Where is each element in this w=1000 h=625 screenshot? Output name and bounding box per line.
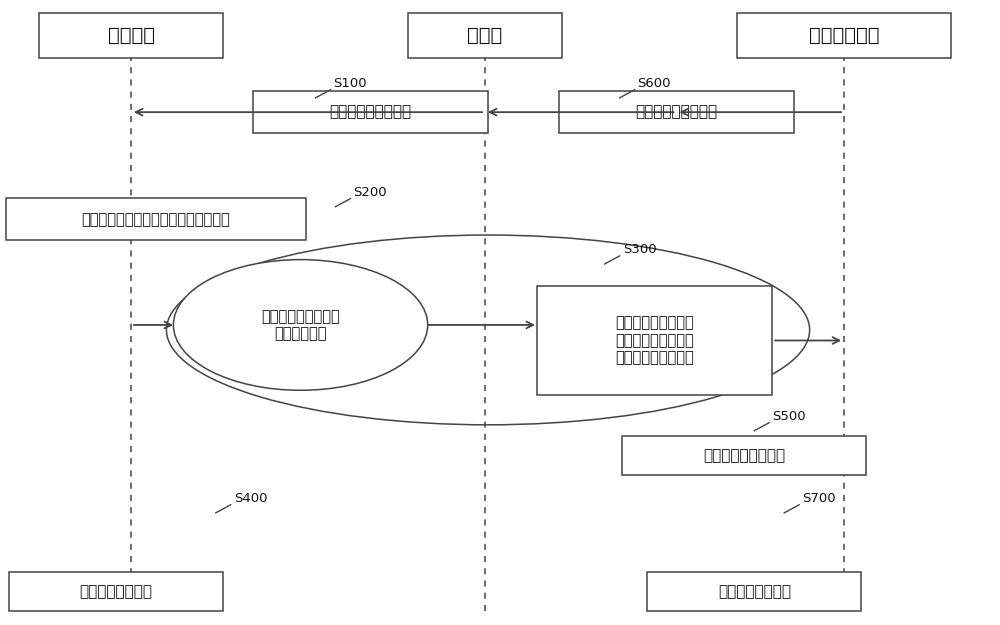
Text: 向服务器发送飞行装
置的位置信息: 向服务器发送飞行装 置的位置信息 [261, 309, 340, 341]
Text: S400: S400 [234, 492, 267, 505]
Text: S500: S500 [772, 409, 806, 422]
Text: 获取第一飞行航线；: 获取第一飞行航线； [329, 104, 411, 119]
Text: S700: S700 [802, 492, 836, 505]
Text: 控制飞行装置在第一飞行航线上飞行；: 控制飞行装置在第一飞行航线上飞行； [82, 212, 230, 227]
Text: 根据所述飞行装置的
位置信息，向无线充
电节点发送充电指令: 根据所述飞行装置的 位置信息，向无线充 电节点发送充电指令 [615, 316, 694, 366]
FancyBboxPatch shape [253, 91, 488, 133]
Text: 无线充电节点: 无线充电节点 [809, 26, 879, 45]
Text: S100: S100 [333, 77, 367, 90]
FancyBboxPatch shape [39, 13, 223, 58]
FancyBboxPatch shape [737, 13, 951, 58]
FancyBboxPatch shape [9, 572, 223, 611]
Text: 发送第一飞行航线；: 发送第一飞行航线； [635, 104, 718, 119]
Text: 调整无线充电角度: 调整无线充电角度 [80, 584, 153, 599]
FancyBboxPatch shape [537, 286, 772, 395]
Text: 飞行装置: 飞行装置 [108, 26, 155, 45]
Ellipse shape [173, 259, 428, 390]
FancyBboxPatch shape [622, 436, 866, 475]
Ellipse shape [166, 235, 810, 425]
FancyBboxPatch shape [647, 572, 861, 611]
FancyBboxPatch shape [6, 198, 306, 241]
Text: S200: S200 [353, 186, 387, 199]
Text: 调整无线充电角度: 调整无线充电角度 [718, 584, 791, 599]
Text: 开启无线充电操作。: 开启无线充电操作。 [703, 448, 785, 463]
Text: S600: S600 [638, 77, 671, 90]
Text: 服务器: 服务器 [467, 26, 503, 45]
Text: S300: S300 [623, 243, 656, 256]
FancyBboxPatch shape [559, 91, 794, 133]
FancyBboxPatch shape [408, 13, 562, 58]
